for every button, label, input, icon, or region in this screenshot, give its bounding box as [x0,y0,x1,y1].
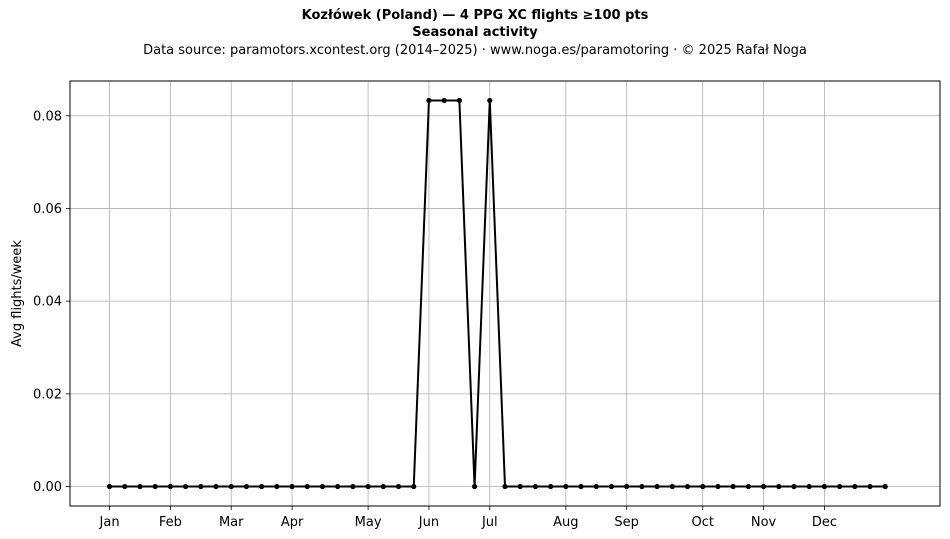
data-point [821,483,828,490]
y-axis-label: Avg flights/week [10,240,25,347]
data-point [456,97,462,104]
x-tick-label: Jun [418,515,439,530]
y-tick-label: 0.02 [33,387,62,402]
data-point [289,483,295,490]
data-point [548,483,554,490]
data-point [563,483,569,490]
chart-title: Kozłówek (Poland) — 4 PPG XC flights ≥10… [301,8,649,23]
data-point [487,97,493,104]
x-tick-label: Dec [812,515,837,530]
data-source-note: Data source: paramotors.xcontest.org (20… [143,43,807,58]
data-point [791,483,797,490]
data-point [745,483,751,490]
data-point [669,483,675,490]
data-point [335,483,341,490]
data-point [639,483,645,490]
data-point [684,483,691,490]
x-tick-label: May [355,515,382,530]
data-point [776,483,782,490]
data-point [243,483,250,490]
data-point [471,483,478,490]
data-point [152,483,158,490]
data-point [502,483,508,490]
plot-frame [69,80,941,507]
data-point [213,483,219,490]
x-tick-label: Oct [691,515,713,530]
x-tick-label: Sep [614,515,639,530]
data-point [350,483,356,490]
data-point [624,483,630,490]
data-point [517,483,523,490]
data-point [137,483,143,490]
data-point [806,483,812,490]
data-point [395,483,402,490]
data-point [654,483,660,490]
data-point [380,483,386,490]
data-point [578,483,584,490]
chart-subtitle: Seasonal activity [412,25,538,40]
data-point [122,483,128,490]
x-tick-label: Nov [751,515,777,530]
axis-ticks: Jan Feb Mar Apr May Jun Jul Aug Sep Oct Nov Dec 0.00… [33,109,837,530]
x-tick-label: Aug [553,515,578,530]
x-tick-label: Jul [481,515,498,530]
data-point [198,483,204,490]
y-tick-label: 0.06 [33,202,62,217]
data-point [274,483,280,490]
data-point [882,483,888,490]
data-point [426,97,432,104]
data-point [730,483,736,490]
data-point [441,97,447,104]
data-point [319,483,326,490]
data-point [700,483,706,490]
data-point [167,483,173,490]
data-point [182,483,189,490]
series-group [106,97,888,490]
data-point [837,483,843,490]
series-line [109,99,886,488]
grid-lines [70,81,940,506]
data-point [867,483,873,490]
data-point [259,483,265,490]
data-point [760,483,767,490]
y-tick-label: 0.00 [33,480,62,495]
x-tick-label: Mar [219,515,244,530]
data-point [593,483,599,490]
data-point [106,483,113,490]
x-tick-label: Jan [99,515,120,530]
data-point [852,483,858,490]
data-point [411,483,417,490]
data-point [715,483,721,490]
x-tick-label: Feb [159,515,182,530]
data-point [304,483,310,490]
y-tick-label: 0.04 [33,295,62,310]
x-tick-label: Apr [281,515,304,530]
data-point [532,483,539,490]
data-point [365,483,371,490]
data-point [228,483,234,490]
y-tick-label: 0.08 [33,109,62,124]
data-point [608,483,615,490]
